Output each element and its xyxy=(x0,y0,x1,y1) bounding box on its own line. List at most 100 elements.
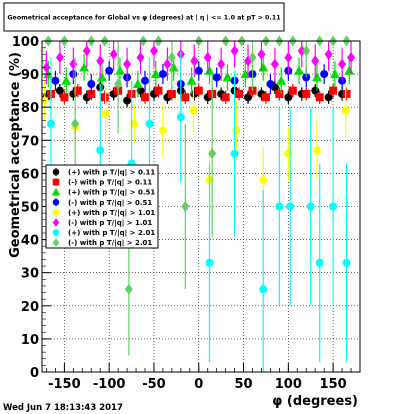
legend-entry: (-) with p T/|q| > 0.11 xyxy=(52,178,152,188)
data-point xyxy=(101,109,110,118)
data-point xyxy=(235,89,244,98)
data-point xyxy=(261,93,270,102)
data-point xyxy=(266,80,275,89)
data-point xyxy=(284,149,293,158)
y-tick-label: 60 xyxy=(21,167,39,182)
series-layer xyxy=(40,35,356,372)
data-point xyxy=(136,52,145,64)
x-tick-label: -150 xyxy=(48,377,81,392)
data-point xyxy=(259,285,268,294)
legend-entry: (-) with p T/|q| > 0.51 xyxy=(52,198,152,208)
data-point xyxy=(55,86,64,95)
x-tick-label: -100 xyxy=(93,377,126,392)
data-point xyxy=(100,93,109,102)
data-point xyxy=(82,45,91,57)
data-point xyxy=(338,58,347,70)
data-point xyxy=(329,202,338,211)
data-point xyxy=(259,176,268,185)
data-point xyxy=(294,65,305,75)
data-point xyxy=(60,93,69,102)
legend-label: (+) with p T/|q| > 0.11 xyxy=(68,169,155,178)
data-point xyxy=(270,58,279,70)
data-point xyxy=(114,65,125,75)
data-point xyxy=(181,93,190,102)
data-point xyxy=(232,126,241,135)
data-point xyxy=(163,58,172,70)
data-point xyxy=(275,89,284,98)
data-point xyxy=(71,118,80,130)
data-point xyxy=(167,89,176,98)
data-point xyxy=(342,89,351,98)
data-point xyxy=(284,52,293,64)
legend-label: (+) with p T/|q| > 1.01 xyxy=(68,209,155,218)
data-point xyxy=(320,70,329,79)
y-axis-label: Geometrical acceptance (%) xyxy=(8,52,23,258)
data-point xyxy=(136,86,145,95)
data-point xyxy=(168,62,179,72)
data-point xyxy=(176,113,185,122)
legend-entry: (+) with p T/|q| > 0.51 xyxy=(51,187,155,198)
y-tick-label: 10 xyxy=(21,333,39,348)
legend-entry: (+) with p T/|q| > 0.11 xyxy=(52,168,155,178)
data-point xyxy=(297,45,306,57)
data-point xyxy=(154,86,163,95)
legend-entry: (-) with p T/|q| > 1.01 xyxy=(52,218,152,228)
legend-marker xyxy=(52,238,60,247)
legend-marker xyxy=(52,229,60,236)
legend-marker xyxy=(52,168,60,176)
data-point xyxy=(132,79,143,89)
legend-label: (-) with p T/|q| > 1.01 xyxy=(68,219,152,228)
data-point xyxy=(212,73,221,82)
data-point xyxy=(288,86,297,95)
data-point xyxy=(51,76,60,85)
legend-entry: (+) with p T/|q| > 2.01 xyxy=(52,228,155,238)
data-point xyxy=(109,48,118,60)
data-point xyxy=(145,119,154,128)
data-point xyxy=(97,72,108,82)
data-point xyxy=(222,72,233,82)
data-point xyxy=(329,86,338,95)
data-point xyxy=(141,76,150,85)
data-point xyxy=(230,149,239,158)
legend-label: (+) with p T/|q| > 0.51 xyxy=(68,189,155,198)
x-tick-label: -50 xyxy=(142,377,166,392)
x-tick-label: 150 xyxy=(320,377,347,392)
data-point xyxy=(275,202,284,211)
legend-marker xyxy=(52,209,60,216)
legend-marker xyxy=(52,218,60,227)
data-point xyxy=(150,69,161,79)
data-point xyxy=(189,106,198,115)
title-box: Geometrical acceptance for Global vs φ (… xyxy=(3,2,285,32)
data-point xyxy=(87,80,96,89)
data-point xyxy=(221,93,230,102)
data-point xyxy=(306,202,315,211)
data-point xyxy=(313,146,322,155)
legend-label: (-) with p T/|q| > 2.01 xyxy=(68,239,152,248)
data-point xyxy=(342,258,351,267)
x-tick-label: 100 xyxy=(275,377,302,392)
y-tick-label: 100 xyxy=(12,35,39,50)
data-point xyxy=(186,75,197,85)
data-point xyxy=(114,78,123,90)
data-point xyxy=(203,52,212,64)
data-point xyxy=(79,62,90,72)
data-point xyxy=(258,62,269,72)
data-point xyxy=(158,70,167,79)
y-tick-label: 50 xyxy=(21,201,39,216)
legend-marker xyxy=(52,178,60,186)
data-point xyxy=(141,93,150,102)
data-point xyxy=(205,258,214,267)
data-point xyxy=(124,283,133,295)
data-point xyxy=(230,45,239,57)
data-point xyxy=(167,52,176,64)
legend-entry: (+) with p T/|q| > 1.01 xyxy=(52,208,155,218)
data-point xyxy=(344,65,355,75)
legend-marker xyxy=(51,187,61,196)
chart-title: Geometrical acceptance for Global vs φ (… xyxy=(7,15,280,23)
data-point xyxy=(244,93,253,102)
y-tick-label: 30 xyxy=(21,267,39,282)
data-point xyxy=(61,75,72,85)
y-tick-label: 20 xyxy=(21,300,39,315)
legend-label: (-) with p T/|q| > 0.51 xyxy=(68,199,152,208)
